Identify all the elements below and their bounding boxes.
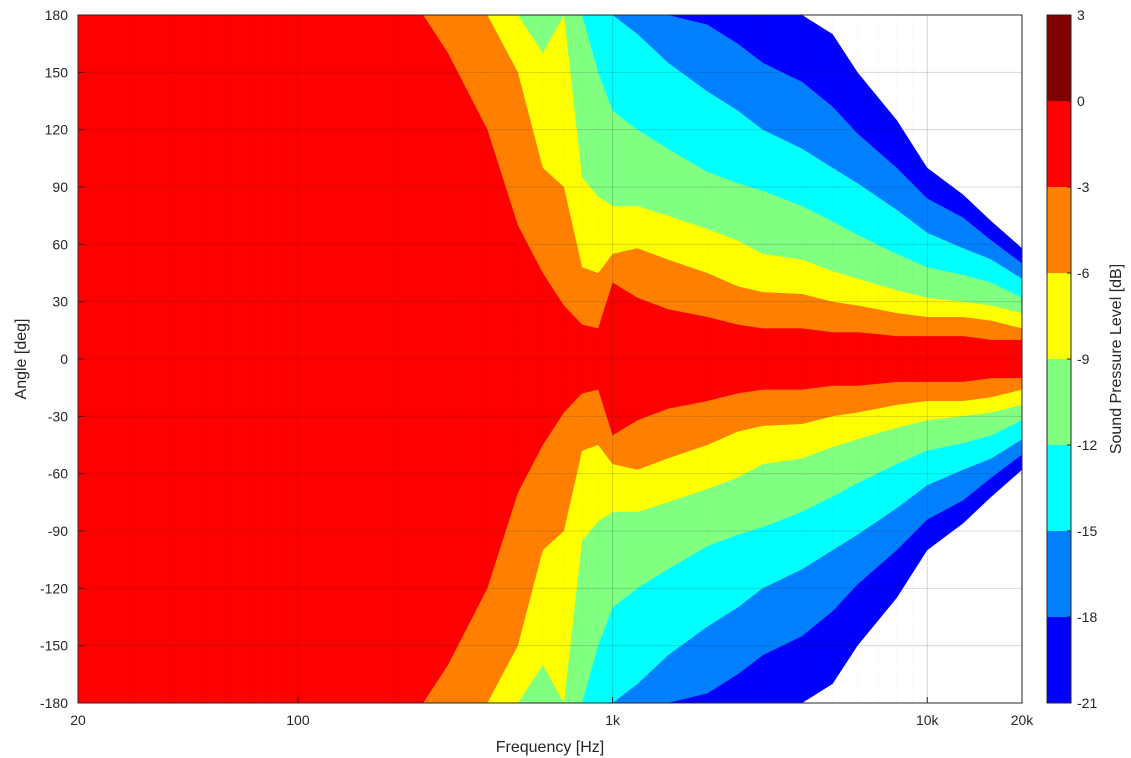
colorbar-segment [1047,445,1071,531]
y-axis-ticks: 180 150 120 90 60 30 0 -30 -60 -90 -120 -150 -180 [40,7,84,711]
y-tick-label: 120 [45,122,69,138]
colorbar-segment [1047,187,1071,273]
colorbar-tick-label: 3 [1077,7,1085,23]
colorbar-segment [1047,531,1071,617]
x-axis-label: Frequency [Hz] [496,739,604,756]
colorbar-tick-label: -6 [1077,265,1090,281]
x-tick-label: 100 [286,712,310,728]
y-tick-label: 90 [52,179,68,195]
y-tick-label: 150 [45,64,69,80]
y-tick-label: -120 [40,580,68,596]
colorbar-tick-label: -18 [1077,609,1097,625]
y-tick-label: 180 [45,7,69,23]
contour-band--3 [78,15,1022,703]
y-tick-label: -90 [48,523,68,539]
y-tick-label: -150 [40,638,68,654]
x-tick-label: 20k [1011,712,1035,728]
colorbar-segment [1047,359,1071,445]
y-tick-label: 60 [52,236,68,252]
colorbar-tick-label: -3 [1077,179,1090,195]
colorbar: -21 -18 -15 -12 -9 -6 -3 0 3 [1046,7,1097,711]
x-tick-label: 20 [70,712,86,728]
colorbar-segment [1047,617,1071,703]
colorbar-tick-label: -12 [1077,437,1097,453]
colorbar-label: Sound Pressure Level [dB] [1108,264,1125,454]
colorbar-tick-label: -15 [1077,523,1097,539]
x-axis-ticks: 20 100 1k 10k 20k [70,697,1034,728]
y-tick-label: -30 [48,408,68,424]
x-tick-label: 10k [916,712,940,728]
contour-fills [78,15,1022,703]
y-tick-label: -180 [40,695,68,711]
x-tick-label: 1k [605,712,621,728]
y-tick-label: 0 [60,351,68,367]
colorbar-segment [1047,15,1071,101]
colorbar-segment [1047,273,1071,359]
y-tick-label: -60 [48,466,68,482]
y-axis-label: Angle [deg] [13,319,30,400]
colorbar-tick-label: -9 [1077,351,1090,367]
colorbar-segment [1047,101,1071,187]
y-tick-label: 30 [52,294,68,310]
colorbar-tick-label: 0 [1077,93,1085,109]
colorbar-tick-label: -21 [1077,695,1097,711]
